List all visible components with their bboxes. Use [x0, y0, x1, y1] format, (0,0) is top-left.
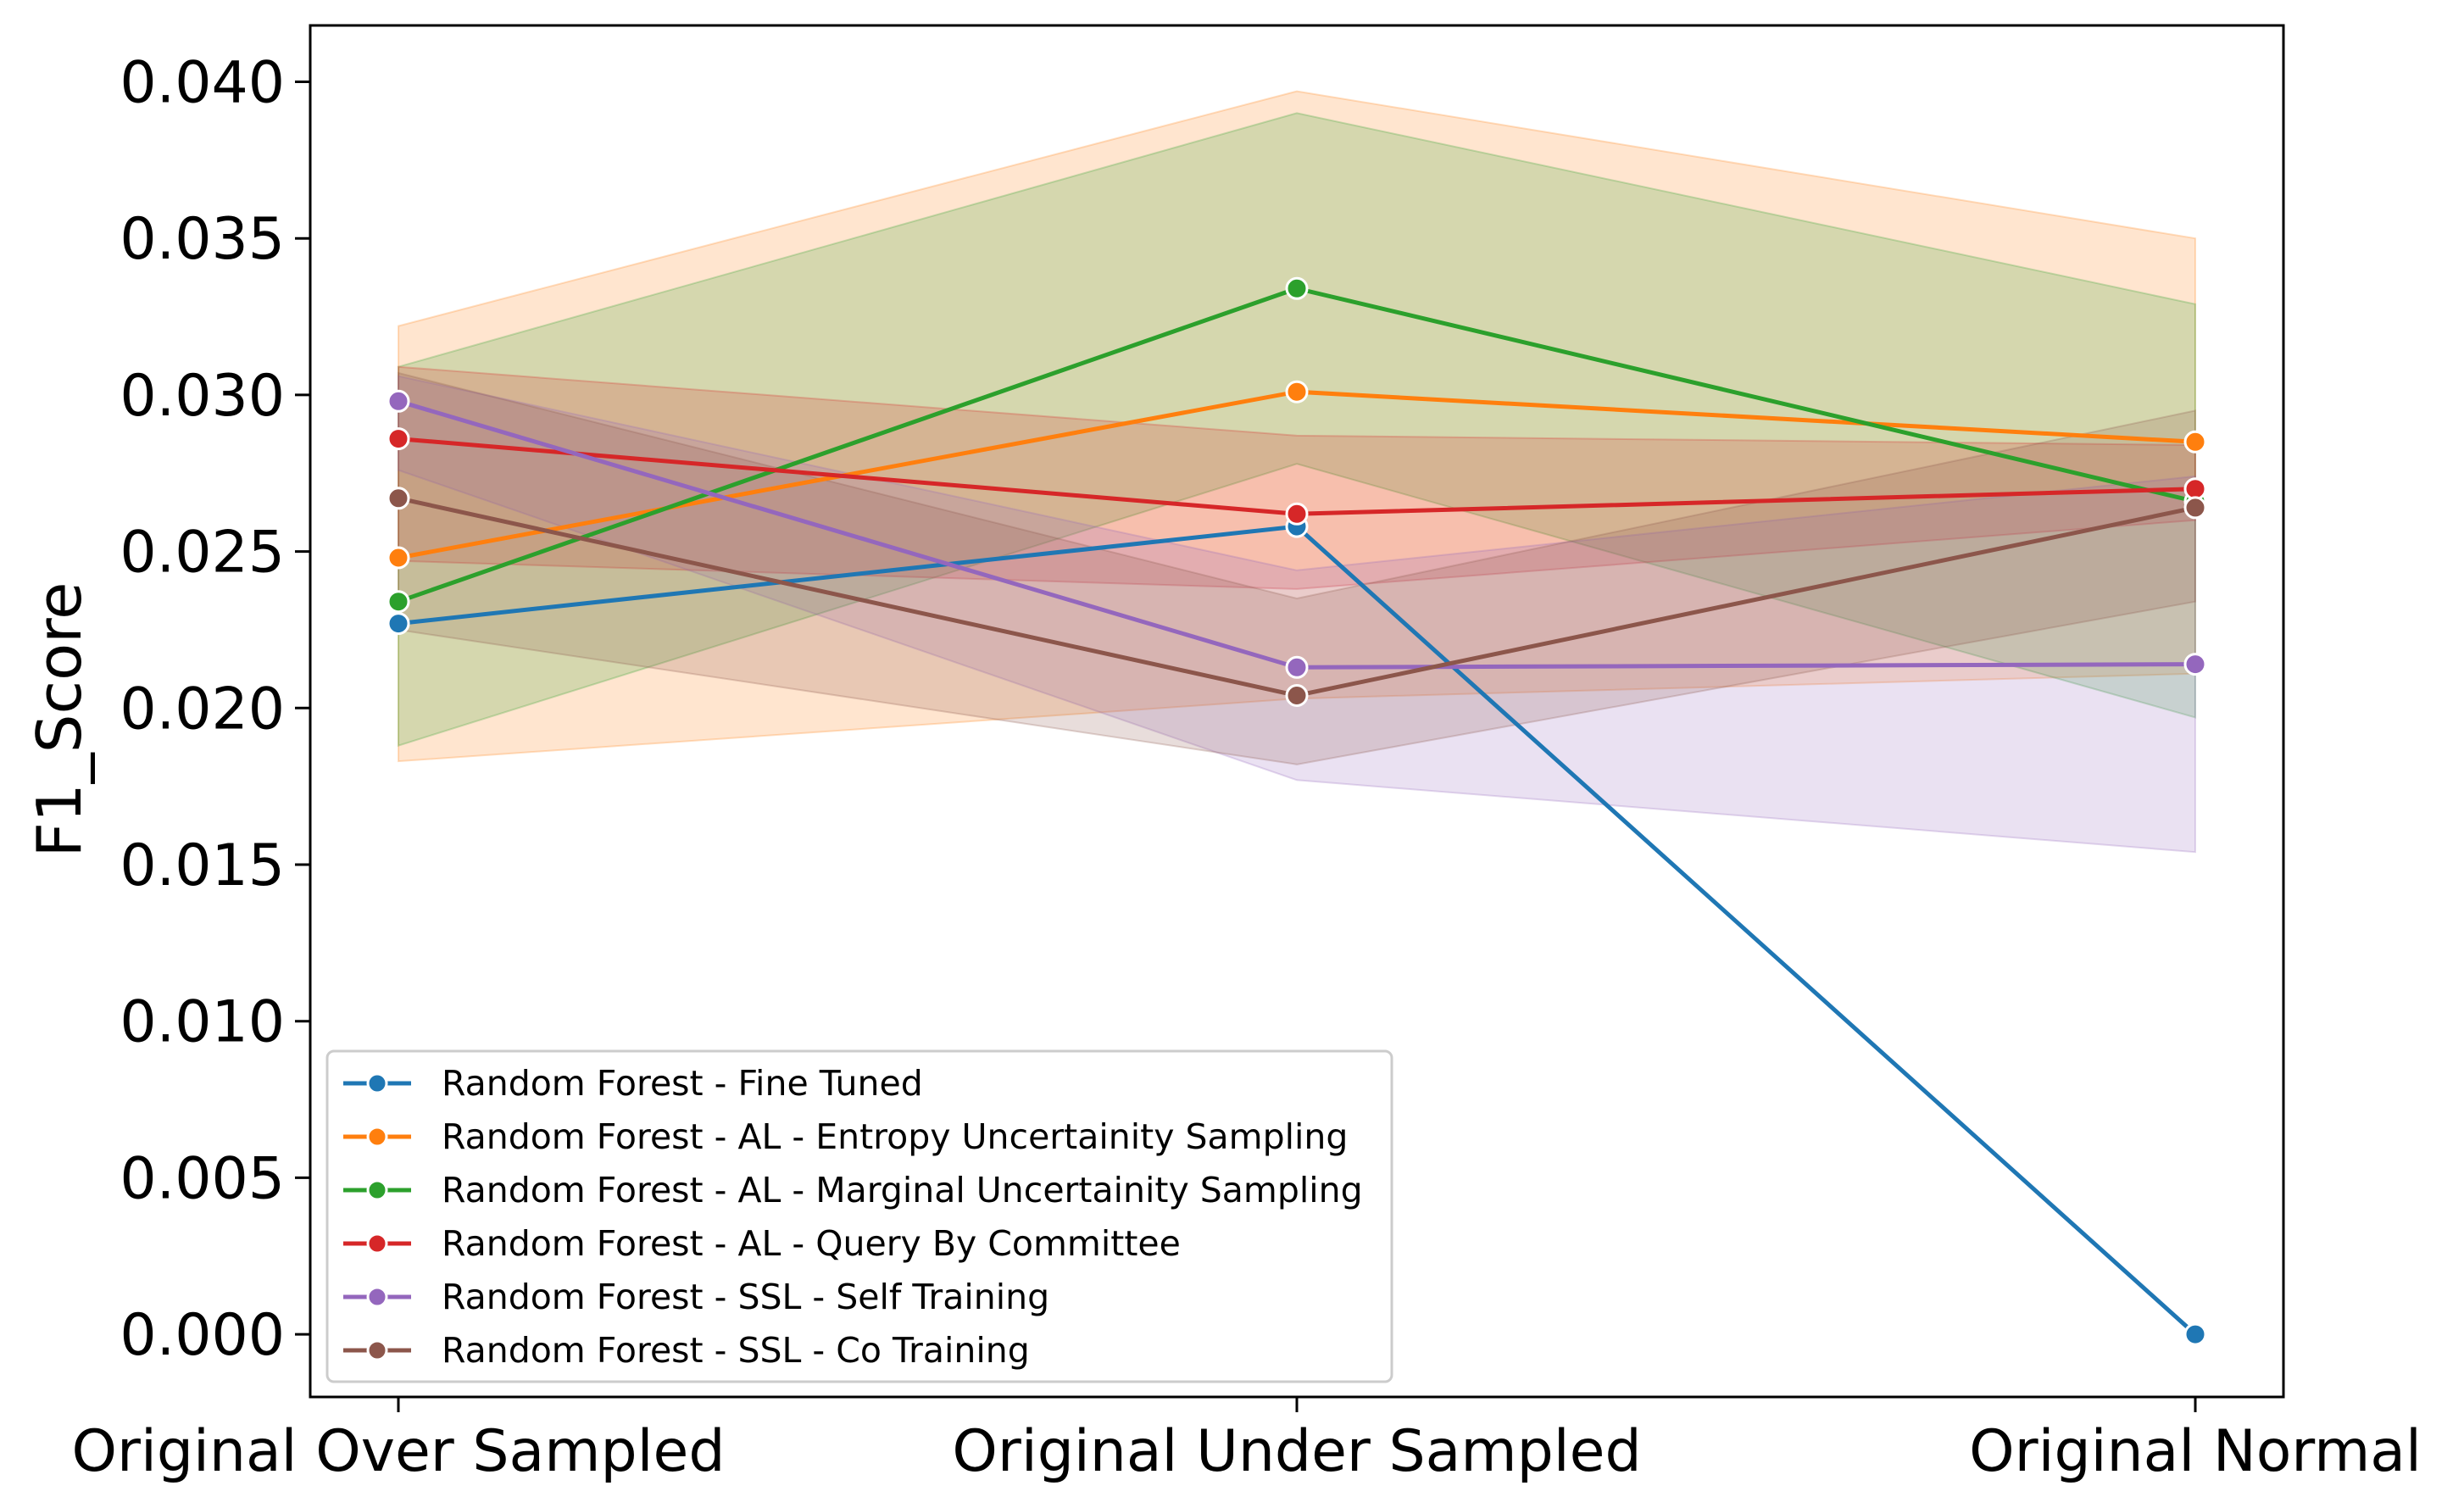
legend-marker-3	[366, 1233, 388, 1255]
y-axis-label: F1_Score	[24, 582, 95, 858]
x-tick-label: Original Normal	[1969, 1418, 2422, 1485]
data-point-2-0	[387, 590, 410, 614]
y-axis: 0.000 0.005 0.010 0.015 0.020 0.025 0.030 0.035…	[120, 49, 310, 1369]
data-point-3-2	[2183, 477, 2207, 501]
data-point-0-2	[2183, 1322, 2207, 1346]
y-tick-label: 0.015	[120, 832, 285, 899]
x-axis: Original Over Sampled Original Under Samp…	[71, 1397, 2422, 1485]
legend: Random Forest - Fine Tuned Random Forest …	[325, 1049, 1393, 1383]
confidence-bands	[398, 90, 2196, 854]
data-point-4-1	[1285, 655, 1309, 679]
data-point-1-0	[387, 546, 410, 570]
ci-band-4	[398, 375, 2196, 854]
x-tick-label: Original Under Sampled	[952, 1418, 1641, 1485]
data-point-5-2	[2183, 496, 2207, 520]
data-point-4-2	[2183, 653, 2207, 676]
legend-label-4: Random Forest - SSL - Self Training	[442, 1277, 1049, 1317]
y-tick-label: 0.010	[120, 989, 285, 1056]
y-tick-label: 0.020	[120, 676, 285, 743]
legend-marker-2	[366, 1179, 388, 1201]
series-markers	[387, 276, 2207, 1346]
legend-label-1: Random Forest - AL - Entropy Uncertainit…	[442, 1116, 1348, 1157]
legend-label-0: Random Forest - Fine Tuned	[442, 1063, 923, 1104]
data-point-4-0	[387, 389, 410, 413]
legend-marker-4	[366, 1286, 388, 1308]
data-point-0-0	[387, 612, 410, 636]
data-point-5-0	[387, 487, 410, 510]
y-tick-label: 0.040	[120, 49, 285, 116]
y-tick-label: 0.025	[120, 520, 285, 587]
legend-label-3: Random Forest - AL - Query By Committee	[442, 1223, 1181, 1264]
ci-band-2	[398, 112, 2196, 747]
legend-marker-1	[366, 1126, 388, 1148]
y-tick-label: 0.035	[120, 206, 285, 273]
legend-marker-0	[366, 1072, 388, 1094]
y-tick-label: 0.005	[120, 1145, 285, 1212]
data-point-2-1	[1285, 276, 1309, 300]
legend-marker-5	[366, 1339, 388, 1361]
legend-label-5: Random Forest - SSL - Co Training	[442, 1330, 1030, 1371]
x-tick-label: Original Over Sampled	[71, 1418, 725, 1485]
data-point-5-1	[1285, 684, 1309, 707]
data-point-3-0	[387, 427, 410, 451]
data-point-1-1	[1285, 380, 1309, 403]
data-point-3-1	[1285, 502, 1309, 526]
data-point-1-2	[2183, 430, 2207, 454]
legend-box	[325, 1049, 1393, 1383]
legend-label-2: Random Forest - AL - Marginal Uncertaini…	[442, 1170, 1363, 1210]
y-tick-label: 0.030	[120, 363, 285, 430]
y-tick-label: 0.000	[120, 1302, 285, 1369]
